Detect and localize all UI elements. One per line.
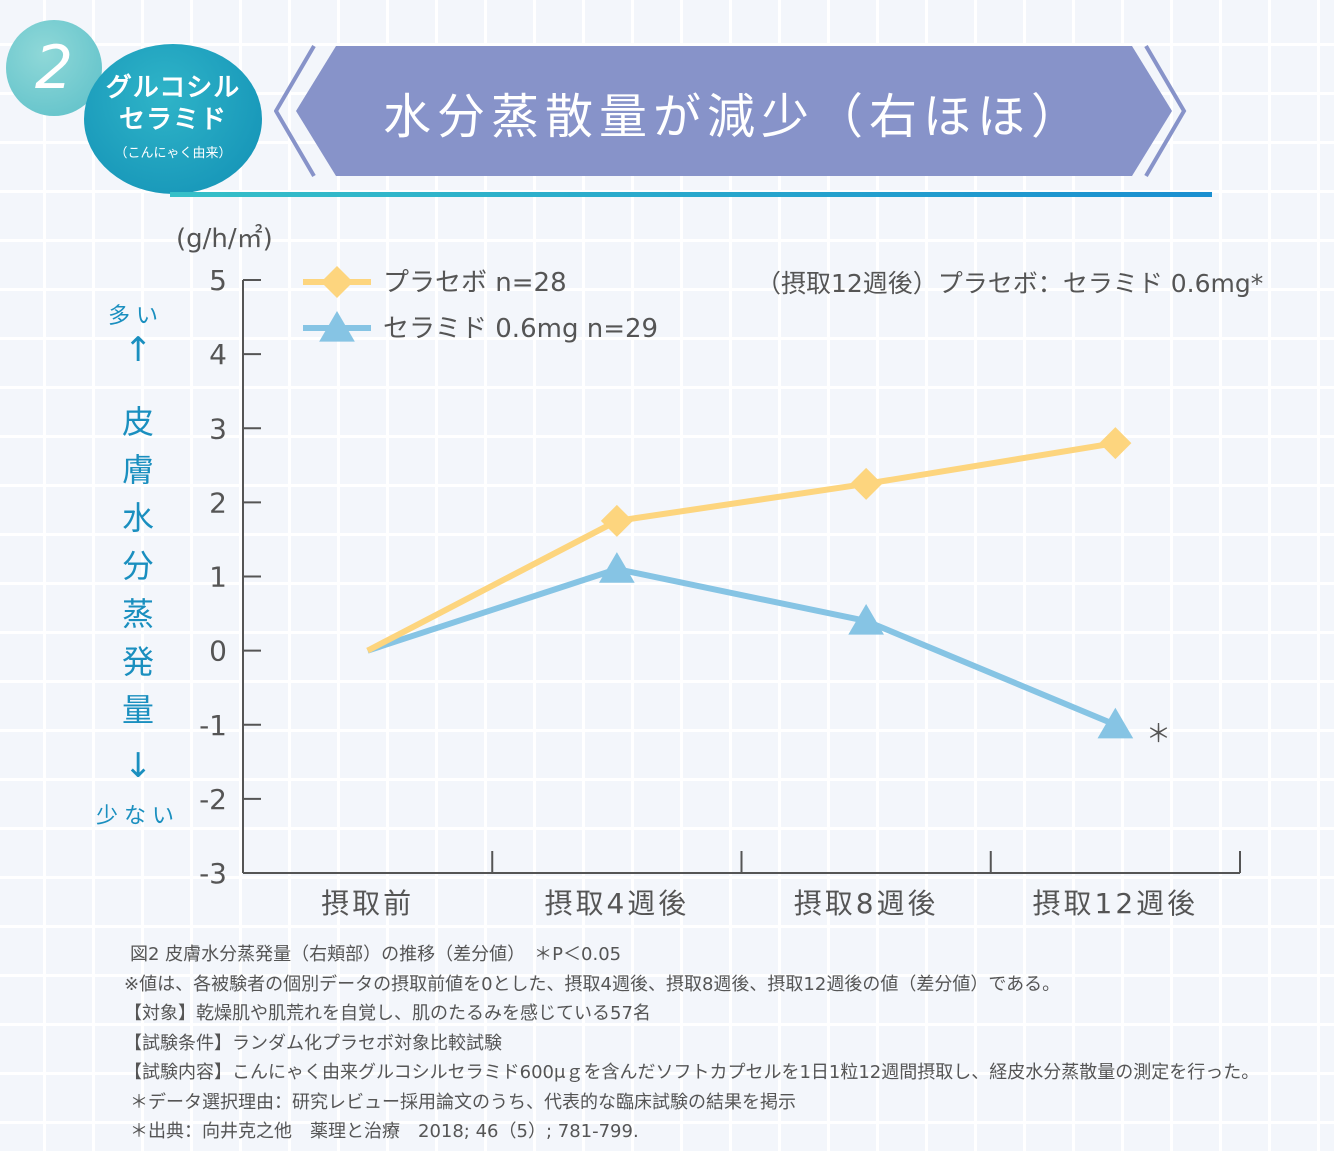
axis-title-char: 発 (121, 643, 154, 681)
y-tick-label: -1 (199, 709, 227, 742)
legend-marker (319, 311, 355, 342)
down-arrow-icon: ↓ (124, 746, 153, 786)
ingredient-name-line1: グルコシル (105, 73, 241, 103)
legend-marker (321, 266, 353, 298)
legend-label: プラセボ n=28 (383, 268, 567, 298)
caption-line: ＊データ選択理由：研究レビュー採用論文のうち、代表的な臨床試験の結果を掲示 (130, 1091, 796, 1113)
more-label: 多い (108, 304, 165, 329)
header-divider (170, 192, 1212, 197)
axis-title-char: 皮 (121, 403, 154, 441)
x-tick-labels: 摂取前 摂取4週後 摂取8週後 摂取12週後 (321, 887, 1199, 920)
series-line-placebo (366, 440, 1116, 654)
chart-axes (242, 279, 1241, 874)
y-tick-label: 4 (209, 338, 227, 371)
axis-title-char: 蒸 (121, 595, 154, 633)
banner-right-chevron (1144, 44, 1187, 178)
step-number-badge: 2 (6, 20, 102, 116)
line-chart: 5 4 3 2 1 0 -1 -2 -3 摂取前 摂取4週後 摂取8週後 摂取12週後 プラセボ n=… (199, 264, 1263, 920)
caption-line: 【試験内容】こんにゃく由来グルコシルセラミド600μｇを含んだソフトカプセルを1… (124, 1062, 1260, 1083)
legend-label: セラミド 0.6mg n=29 (383, 314, 658, 344)
y-tick-label: 5 (209, 264, 227, 297)
caption-line: ＊出典：向井克之他 薬理と治療 2018; 46（5）; 781-799. (130, 1121, 639, 1142)
ingredient-badge: グルコシル セラミド （こんにゃく由来） (84, 44, 262, 194)
y-axis-unit: (g/h/㎡) (176, 224, 273, 254)
y-tick-label: 3 (209, 412, 227, 445)
data-point-placebo (1099, 427, 1132, 460)
title-banner (274, 44, 1187, 178)
chart-legend: プラセボ n=28 セラミド 0.6mg n=29 (303, 266, 658, 344)
series-line-ceramide (366, 566, 1117, 728)
data-point-placebo (850, 467, 883, 500)
less-label: 少ない (96, 804, 181, 829)
figure-caption: 図2 皮膚水分蒸発量（右頬部）の推移（差分値） ＊P＜0.05 ※値は、各被験者… (124, 940, 1324, 1147)
significance-marker: ＊ (1146, 719, 1171, 748)
data-point-ceramide (599, 552, 635, 583)
y-tick-label: -2 (199, 783, 227, 816)
banner-shape (296, 46, 1172, 176)
data-point-ceramide (1097, 707, 1134, 739)
caption-line: 【試験条件】ランダム化プラセボ対象比較試験 (124, 1032, 502, 1054)
x-tick-label: 摂取4週後 (544, 887, 689, 920)
significance-note: （摂取12週後）プラセボ：セラミド 0.6mg* (756, 269, 1263, 298)
up-arrow-icon: ↑ (124, 330, 153, 370)
caption-line: 図2 皮膚水分蒸発量（右頬部）の推移（差分値） ＊P＜0.05 (130, 944, 622, 965)
x-tick-label: 摂取12週後 (1033, 887, 1199, 920)
step-number: 2 (34, 33, 74, 103)
vertical-axis-title: 皮 膚 水 分 蒸 発 量 (118, 398, 158, 734)
axis-title-char: 量 (121, 691, 154, 729)
banner-title: 水分蒸散量が減少（右ほほ） (382, 89, 1085, 145)
y-tick-label: 1 (209, 561, 227, 594)
axis-title-char: 分 (121, 547, 154, 585)
y-tick-label: 2 (209, 486, 227, 519)
caption-line: ※値は、各被験者の個別データの摂取前値を0とした、摂取4週後、摂取8週後、摂取1… (124, 973, 1061, 995)
x-tick-label: 摂取8週後 (794, 887, 939, 920)
x-tick-label: 摂取前 (321, 887, 414, 920)
axis-title-char: 水 (121, 499, 154, 537)
chart-series (366, 427, 1134, 739)
data-point-ceramide (848, 603, 884, 635)
data-point-placebo (600, 504, 633, 537)
y-tick-labels: 5 4 3 2 1 0 -1 -2 -3 (199, 264, 227, 890)
banner-left-chevron (274, 44, 316, 178)
ingredient-name-line2: セラミド (118, 105, 227, 135)
ingredient-source: （こんにゃく由来） (114, 146, 232, 161)
axis-title-char: 膚 (121, 451, 154, 489)
y-tick-label: -3 (199, 857, 227, 890)
y-tick-label: 0 (209, 635, 227, 668)
caption-line: 【対象】乾燥肌や肌荒れを自覚し、肌のたるみを感じている57名 (124, 1003, 651, 1024)
